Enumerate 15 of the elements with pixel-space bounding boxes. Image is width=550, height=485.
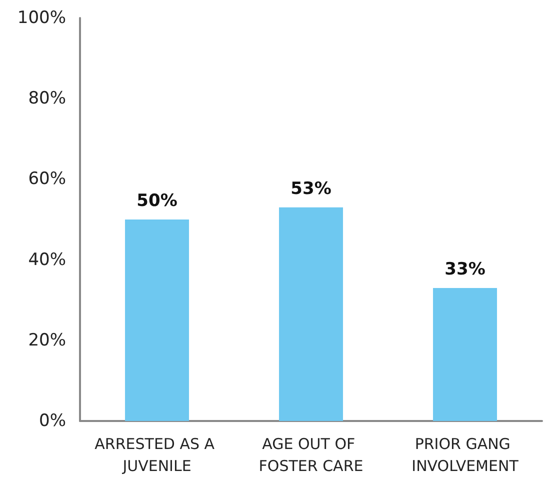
- data-label: 33%: [444, 260, 486, 280]
- y-tick-label: 20%: [28, 330, 66, 350]
- x-tick-label: ARRESTED AS A JUVENILE: [94, 435, 220, 475]
- y-tick-label: 100%: [17, 8, 66, 28]
- y-tick-label: 80%: [28, 88, 66, 109]
- bar: [433, 288, 497, 421]
- y-tick-label: 0%: [39, 411, 66, 431]
- bar: [125, 220, 189, 421]
- data-label: 53%: [290, 178, 332, 199]
- data-label: 50%: [136, 191, 178, 211]
- x-tick-label: AGE OUT OF FOSTER CARE: [258, 435, 364, 475]
- y-tick-label: 60%: [28, 169, 66, 190]
- x-tick-label: PRIOR GANG INVOLVEMENT: [412, 435, 520, 475]
- bar: [279, 207, 343, 421]
- y-tick-label: 40%: [28, 250, 66, 270]
